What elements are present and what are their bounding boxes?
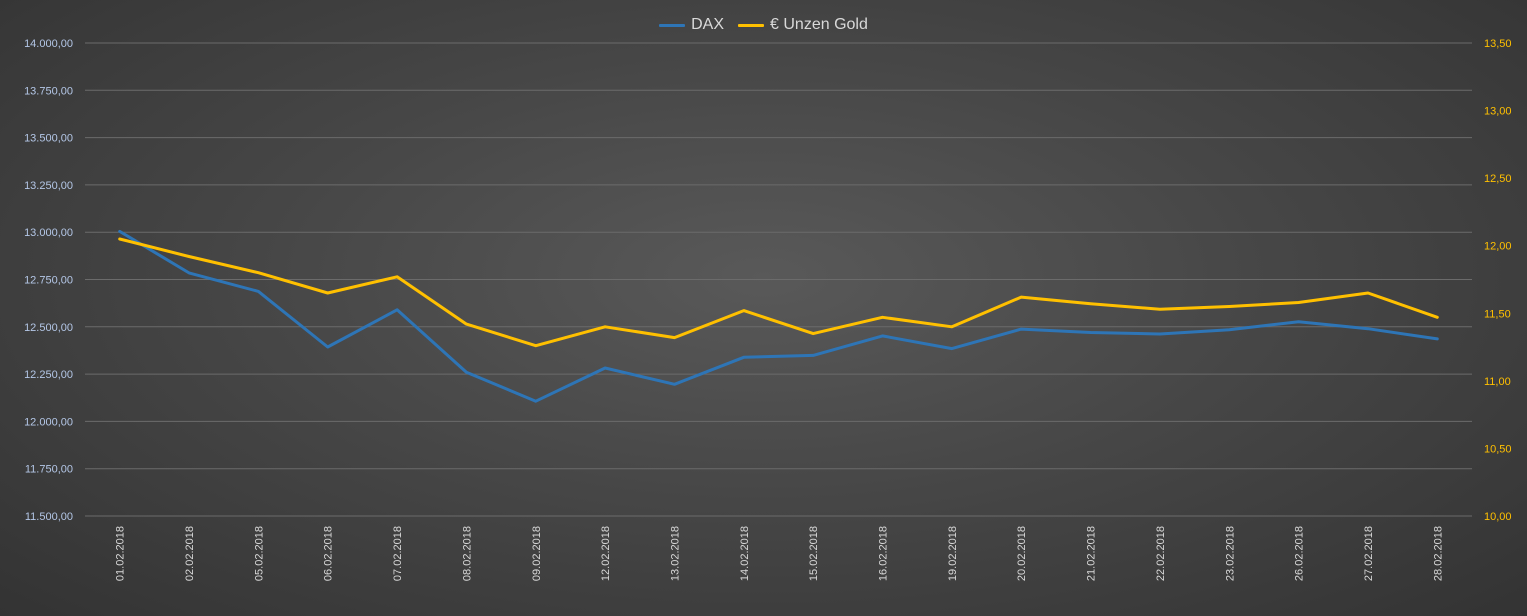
y-left-tick-label: 13.750,00: [24, 85, 73, 97]
y-left-tick-label: 13.000,00: [24, 227, 73, 239]
y-right-tick-label: 13,50: [1484, 38, 1512, 50]
series-line-dax: [118, 229, 1439, 403]
legend-swatch-dax: [659, 23, 686, 27]
x-tick-label: 21.02.2018: [1086, 526, 1098, 581]
y-right-tick-label: 10,00: [1484, 511, 1512, 523]
y-left-tick-label: 12.500,00: [24, 322, 73, 334]
y-left-tick-label: 13.250,00: [24, 180, 73, 192]
x-tick-label: 22.02.2018: [1155, 526, 1167, 581]
x-tick-label: 08.02.2018: [461, 526, 473, 581]
x-tick-label: 23.02.2018: [1224, 526, 1236, 581]
x-axis-ticks: 01.02.2018 02.02.2018 05.02.2018 06.02.2018…: [115, 526, 1445, 581]
legend-swatch-gold: [738, 23, 765, 27]
y-right-tick-label: 12,00: [1484, 241, 1512, 253]
x-tick-label: 14.02.2018: [739, 526, 751, 581]
chart-legend: DAX € Unzen Gold: [0, 16, 1527, 34]
x-tick-label: 05.02.2018: [253, 526, 265, 581]
y-right-tick-label: 13,00: [1484, 106, 1512, 118]
x-tick-label: 07.02.2018: [392, 526, 404, 581]
right-axis-ticks: 10,00 10,50 11,00 11,50 12,00 12,50 13,00 13,50: [1484, 38, 1512, 523]
y-left-tick-label: 14.000,00: [24, 38, 73, 50]
grid-lines: [85, 42, 1472, 517]
x-tick-label: 16.02.2018: [878, 526, 890, 581]
y-left-tick-label: 12.250,00: [24, 369, 73, 381]
left-axis-ticks: 11.500,00 11.750,00 12.000,00 12.250,00 12.5…: [24, 38, 73, 523]
y-left-tick-label: 11.750,00: [25, 464, 73, 476]
series-line-gold: [118, 237, 1439, 348]
x-tick-label: 28.02.2018: [1432, 526, 1444, 581]
x-tick-label: 02.02.2018: [184, 526, 196, 581]
y-left-tick-label: 11.500,00: [25, 511, 73, 523]
x-tick-label: 27.02.2018: [1363, 526, 1375, 581]
y-left-tick-label: 12.750,00: [24, 275, 73, 287]
y-right-tick-label: 10,50: [1484, 443, 1512, 455]
x-tick-label: 13.02.2018: [669, 526, 681, 581]
x-tick-label: 09.02.2018: [531, 526, 543, 581]
x-tick-label: 06.02.2018: [323, 526, 335, 581]
y-right-tick-label: 11,00: [1484, 376, 1511, 388]
x-tick-label: 19.02.2018: [947, 526, 959, 581]
y-right-tick-label: 11,50: [1484, 308, 1511, 320]
x-tick-label: 26.02.2018: [1294, 526, 1306, 581]
legend-label-gold: € Unzen Gold: [770, 16, 868, 33]
legend-item-gold: € Unzen Gold: [738, 16, 868, 34]
legend-item-dax: DAX: [659, 16, 724, 34]
x-tick-label: 20.02.2018: [1016, 526, 1028, 581]
series-lines: [118, 229, 1439, 403]
x-tick-label: 15.02.2018: [808, 526, 820, 581]
y-left-tick-label: 12.000,00: [24, 416, 73, 428]
x-tick-label: 01.02.2018: [115, 526, 127, 581]
y-left-tick-label: 13.500,00: [24, 133, 73, 145]
y-right-tick-label: 12,50: [1484, 173, 1512, 185]
legend-label-dax: DAX: [691, 16, 725, 33]
x-tick-label: 12.02.2018: [600, 526, 612, 581]
